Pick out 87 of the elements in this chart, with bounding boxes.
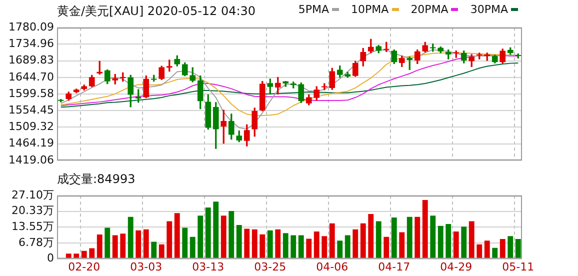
legend-label: 20PMA (410, 3, 450, 16)
x-tick-label: 05-11 (502, 260, 534, 274)
bar (136, 230, 142, 258)
bar (166, 221, 172, 258)
bar (414, 216, 420, 258)
bar (484, 240, 490, 258)
bar (430, 216, 436, 258)
x-tick-label: 03-25 (254, 260, 286, 274)
bar (344, 235, 350, 258)
bar (143, 229, 149, 258)
bar (198, 216, 204, 258)
bar (89, 248, 95, 258)
bar (205, 207, 211, 258)
bar (500, 238, 506, 258)
bar (74, 254, 80, 258)
bar (282, 233, 288, 258)
bar (213, 202, 219, 258)
bar (228, 210, 234, 258)
bar (508, 236, 514, 258)
bar (290, 235, 296, 258)
bar (128, 216, 134, 258)
bar (406, 216, 412, 258)
bar (360, 223, 366, 258)
bar (453, 232, 459, 258)
bar (104, 228, 110, 258)
bar (329, 223, 335, 258)
bar (158, 244, 164, 258)
bar (182, 228, 188, 258)
bar (314, 232, 320, 258)
y-tick-label: 27.10万 (12, 188, 54, 202)
bar (244, 228, 250, 258)
bar (368, 214, 374, 258)
bar (298, 235, 304, 258)
bar (384, 236, 390, 258)
bar (337, 240, 343, 258)
bar (391, 218, 397, 258)
legend-label: 30PMA (470, 3, 509, 16)
y-tick-label: 13.55万 (12, 220, 54, 234)
bar (220, 216, 226, 258)
y-tick-label: 1464.19 (8, 136, 54, 150)
x-tick-label: 04-06 (316, 260, 348, 274)
bar (275, 229, 281, 258)
legend-label: 10PMA (351, 3, 390, 16)
bar (267, 230, 273, 258)
legend-label: 5PMA (298, 3, 330, 16)
bar (352, 229, 358, 258)
y-tick-label: 1419.06 (8, 153, 54, 166)
y-tick-label: 1780.09 (8, 20, 54, 34)
bar (461, 226, 467, 258)
bar (96, 234, 102, 258)
bar (468, 221, 474, 258)
bar (399, 232, 405, 258)
bar (438, 226, 444, 258)
bar (120, 234, 126, 258)
bar (174, 213, 180, 258)
chart-title: 黄金/美元[XAU] 2020-05-12 04:30 (57, 3, 256, 20)
y-tick-label: 0 (47, 252, 54, 265)
bar (260, 234, 266, 258)
x-tick-label: 03-13 (192, 260, 224, 274)
x-tick-label: 04-17 (378, 260, 410, 274)
bar (306, 238, 312, 258)
chart-title: 成交量:84993 (57, 171, 136, 188)
bar (492, 248, 498, 258)
bar (422, 200, 428, 258)
y-tick-label: 6.78万 (18, 236, 54, 249)
y-tick-label: 1734.96 (8, 37, 54, 50)
bar (151, 242, 157, 258)
x-tick-label: 02-20 (68, 260, 100, 274)
bar (376, 221, 382, 258)
y-tick-label: 1554.45 (8, 103, 54, 116)
bar (476, 244, 482, 258)
y-tick-label: 1644.70 (8, 70, 54, 84)
bar (252, 229, 258, 258)
bar (322, 236, 328, 258)
y-tick-label: 1509.32 (8, 120, 54, 134)
bar (112, 235, 118, 258)
x-tick-label: 03-03 (130, 260, 162, 274)
bar (190, 236, 196, 258)
y-tick-label: 1689.83 (8, 54, 54, 67)
bar (515, 238, 521, 258)
bar (81, 250, 87, 258)
bar (66, 254, 72, 258)
x-tick-label: 04-29 (440, 260, 472, 274)
bar (236, 224, 242, 258)
y-tick-label: 20.33万 (12, 204, 54, 218)
bar (446, 224, 452, 258)
y-tick-label: 1599.58 (8, 86, 54, 100)
